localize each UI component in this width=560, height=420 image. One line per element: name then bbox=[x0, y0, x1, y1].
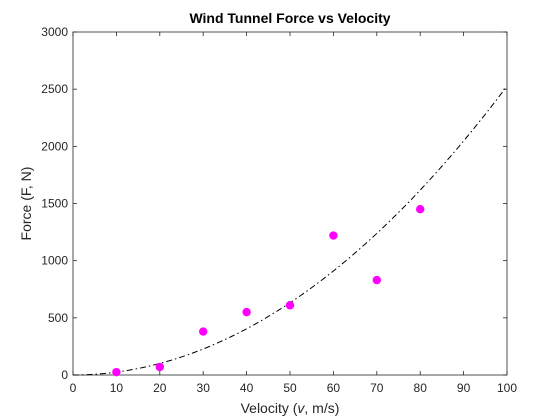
x-tick-label: 60 bbox=[327, 381, 341, 395]
chart-title: Wind Tunnel Force vs Velocity bbox=[189, 10, 390, 26]
data-point bbox=[329, 231, 338, 240]
data-points bbox=[112, 205, 425, 377]
y-tick-label: 2000 bbox=[41, 139, 68, 153]
y-tick-label: 500 bbox=[48, 311, 68, 325]
x-tick-label: 70 bbox=[370, 381, 384, 395]
y-tick-label: 1500 bbox=[41, 197, 68, 211]
x-tick-label: 30 bbox=[197, 381, 211, 395]
x-axis-label-variable: v bbox=[297, 400, 305, 416]
x-tick-label: 40 bbox=[240, 381, 254, 395]
x-tick-label: 80 bbox=[414, 381, 428, 395]
data-point bbox=[155, 362, 164, 372]
x-axis-label-suffix: , m/s) bbox=[304, 400, 339, 416]
y-tick-label: 3000 bbox=[41, 25, 68, 39]
x-tick-label: 10 bbox=[110, 381, 124, 395]
x-tick-label: 50 bbox=[283, 381, 297, 395]
x-axis-label: Velocity (v, m/s) bbox=[241, 400, 340, 416]
y-tick-label: 0 bbox=[61, 368, 68, 382]
y-tick-label: 1000 bbox=[41, 254, 68, 268]
data-point bbox=[285, 301, 295, 310]
plot-frame bbox=[72, 31, 508, 376]
x-tick-label: 20 bbox=[153, 381, 167, 395]
x-tick-label: 90 bbox=[457, 381, 471, 395]
y-tick-label: 2500 bbox=[41, 82, 68, 96]
x-tick-label: 100 bbox=[497, 381, 517, 395]
data-point bbox=[112, 367, 121, 377]
data-point bbox=[372, 275, 381, 285]
x-tick-label: 0 bbox=[70, 381, 77, 395]
x-tick-labels: 0 10 20 30 40 50 60 70 80 90 100 bbox=[70, 381, 518, 395]
y-axis-label: Force (F, N) bbox=[18, 167, 34, 241]
data-point bbox=[416, 205, 425, 214]
y-tick-labels: 0 500 1000 1500 2000 2500 3000 bbox=[41, 25, 68, 382]
x-axis-label-prefix: Velocity ( bbox=[241, 400, 298, 416]
data-point bbox=[199, 327, 208, 336]
data-point bbox=[242, 307, 251, 317]
